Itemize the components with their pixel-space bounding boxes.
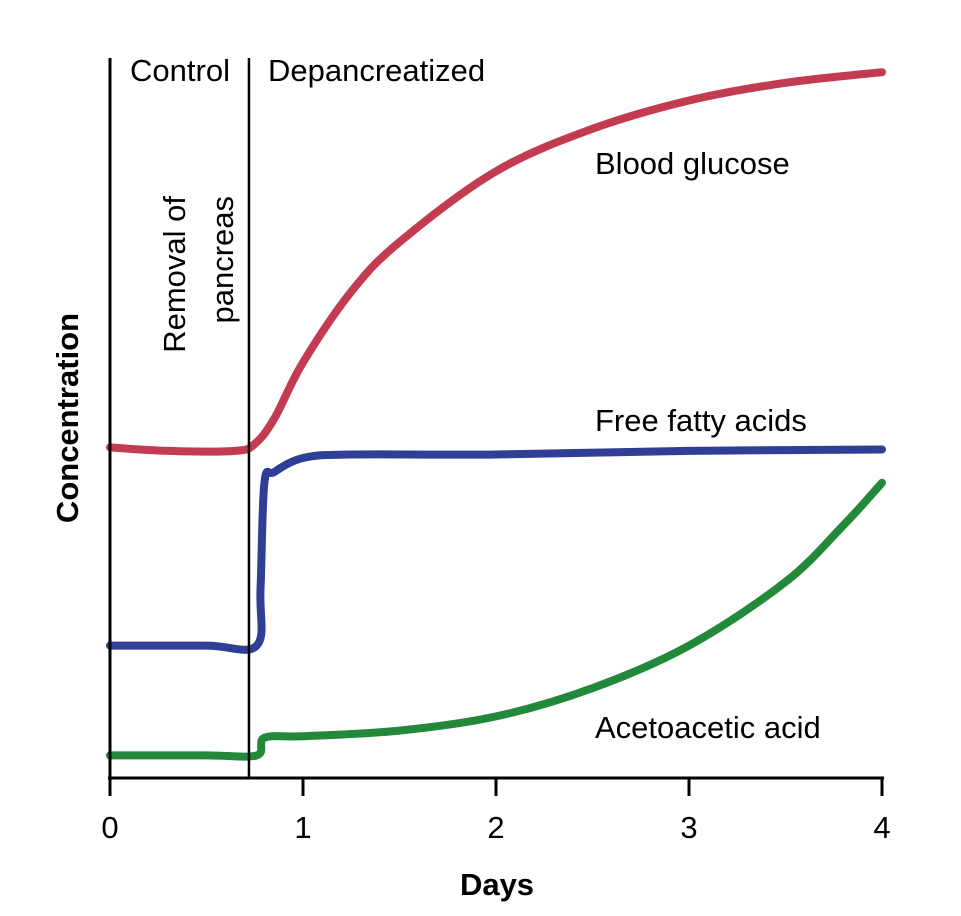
x-axis-title: Days bbox=[460, 867, 534, 902]
x-tick-label-2: 2 bbox=[487, 810, 504, 845]
x-tick-label-4: 4 bbox=[873, 810, 890, 845]
x-tick-label-3: 3 bbox=[680, 810, 697, 845]
y-axis-title: Concentration bbox=[50, 313, 85, 523]
series-line-acetoacetic-acid bbox=[106, 478, 886, 761]
series-label-blood-glucose: Blood glucose bbox=[595, 146, 790, 181]
x-axis-ticks: 0 1 2 3 4 bbox=[101, 778, 891, 845]
x-tick-label-1: 1 bbox=[294, 810, 311, 845]
series-label-free-fatty-acids: Free fatty acids bbox=[595, 403, 807, 438]
region-label-depancreatized: Depancreatized bbox=[268, 53, 485, 88]
series-line-blood-glucose bbox=[106, 68, 886, 456]
event-label-line-1: Removal of bbox=[157, 196, 192, 353]
x-tick-label-0: 0 bbox=[101, 810, 118, 845]
event-label-line-2: pancreas bbox=[205, 196, 240, 324]
series-curves bbox=[106, 68, 886, 761]
series-line-free-fatty-acids bbox=[106, 445, 886, 654]
region-label-control: Control bbox=[130, 53, 230, 88]
series-label-acetoacetic-acid: Acetoacetic acid bbox=[595, 710, 821, 745]
